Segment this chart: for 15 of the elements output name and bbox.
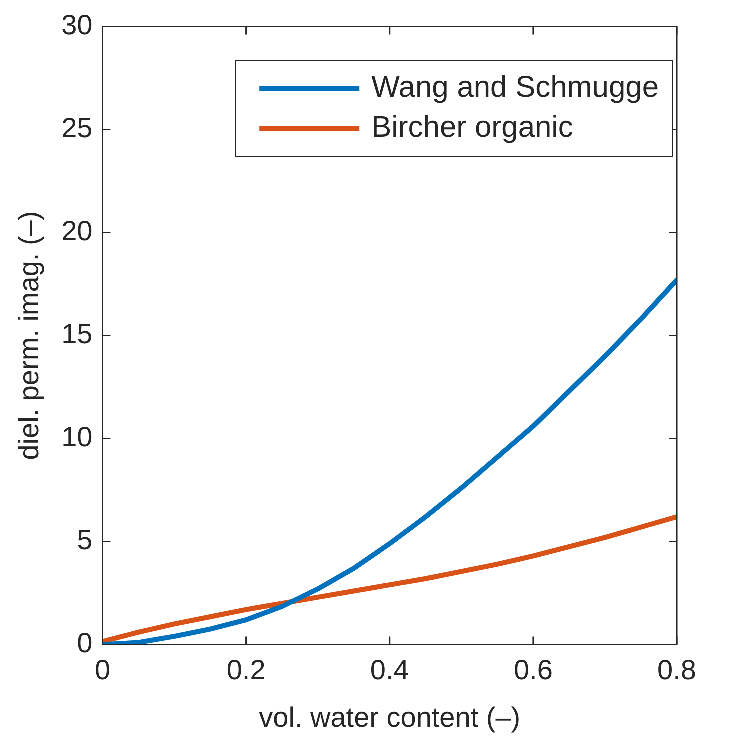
y-tick-label: 15 bbox=[62, 318, 93, 350]
x-tick-label: 0.4 bbox=[370, 654, 410, 686]
y-tick-label: 20 bbox=[62, 216, 93, 247]
legend-label: Wang and Schmugge bbox=[372, 71, 660, 104]
x-tick-label: 0.6 bbox=[514, 654, 553, 686]
y-tick-label: 10 bbox=[62, 422, 93, 453]
y-tick-label: 0 bbox=[77, 628, 93, 659]
y-tick-label: 5 bbox=[77, 524, 93, 556]
x-tick-label: 0.8 bbox=[658, 654, 696, 686]
y-axis-title: diel. perm. imag. (–) bbox=[14, 211, 45, 460]
legend-label: Bircher organic bbox=[372, 111, 574, 144]
x-tick-label: 0.2 bbox=[226, 654, 266, 686]
x-axis-title: vol. water content (–) bbox=[259, 702, 521, 733]
y-tick-label: 30 bbox=[62, 10, 93, 41]
y-tick-label: 25 bbox=[62, 112, 93, 144]
